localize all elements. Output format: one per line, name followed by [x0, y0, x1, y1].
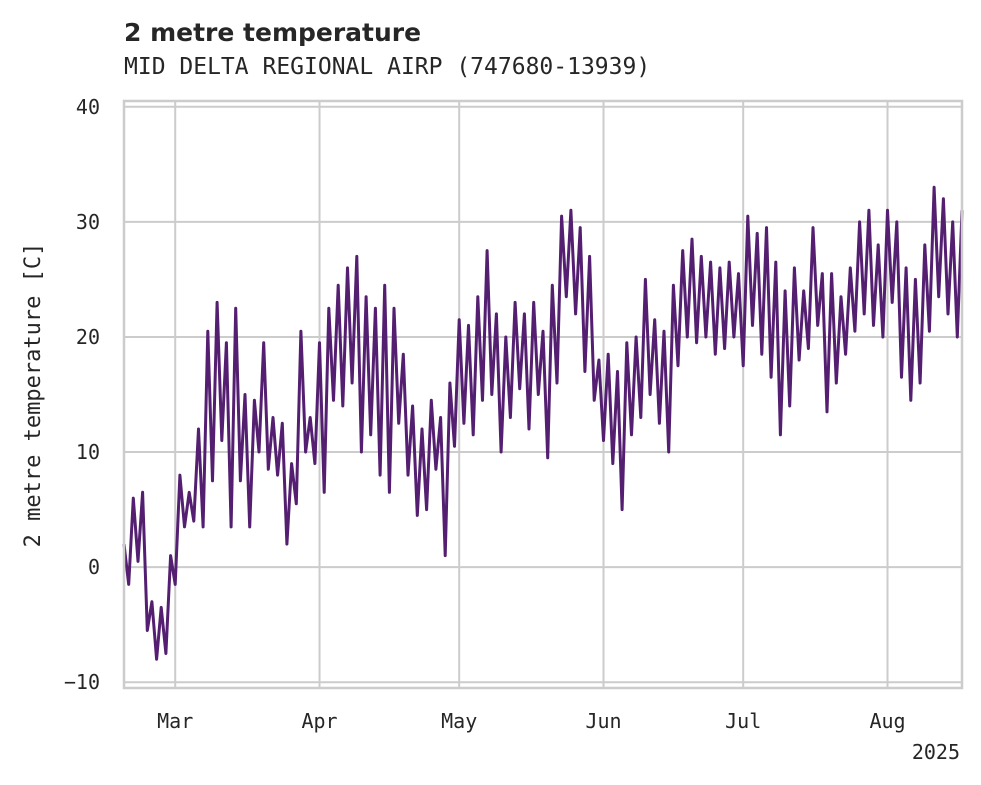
x-tick-labels: Mar Apr May Jun Jul Aug	[157, 709, 905, 733]
y-tick-label: 20	[76, 325, 100, 349]
y-tick-label: 10	[76, 440, 100, 464]
y-tick-label: 40	[76, 95, 100, 119]
plot-frame	[122, 99, 964, 690]
x-tick-label: Aug	[869, 709, 905, 733]
x-tick-label: Jun	[585, 709, 621, 733]
y-tick-label: 30	[76, 210, 100, 234]
x-tick-label: Apr	[301, 709, 337, 733]
chart-subtitle: MID DELTA REGIONAL AIRP (747680-13939)	[124, 54, 650, 80]
chart-title: 2 metre temperature	[124, 18, 421, 47]
y-tick-label: −10	[64, 670, 100, 694]
series-line	[122, 185, 964, 661]
x-gridlines	[174, 101, 889, 688]
y-tick-labels: −10 0 10 20 30 40	[64, 95, 100, 694]
x-tick-label: Mar	[157, 709, 193, 733]
x-tick-label: May	[441, 709, 477, 733]
y-axis-label: 2 metre temperature [C]	[21, 243, 46, 548]
x-tick-label: Jul	[725, 709, 761, 733]
y-gridlines	[124, 105, 962, 684]
y-tick-label: 0	[88, 555, 100, 579]
x-offset-label: 2025	[912, 740, 960, 764]
